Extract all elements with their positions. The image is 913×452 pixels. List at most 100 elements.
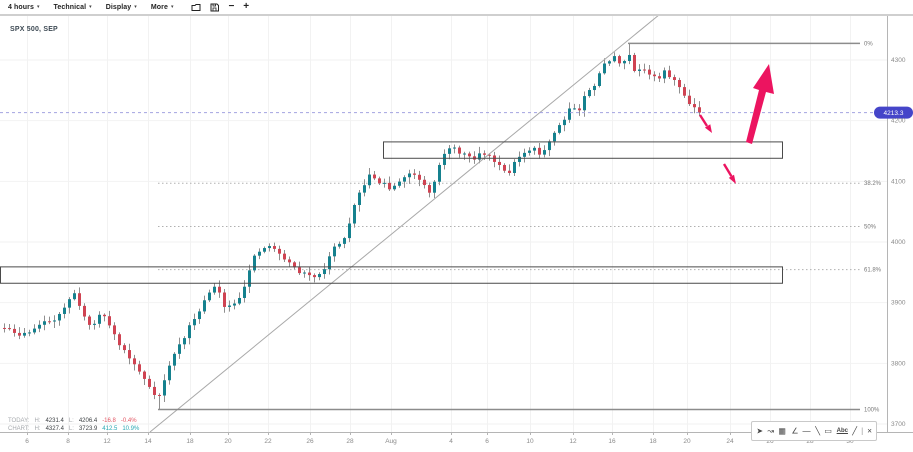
axes-layer[interactable]: [0, 16, 913, 433]
rectangle-tool-icon[interactable]: ▭: [824, 426, 833, 436]
price-tick-label: 3800: [891, 360, 906, 367]
legend-row-today: TODAY: H: 4231.4 L: 4206.4 -16.8 -0.4%: [8, 417, 139, 425]
chevron-down-icon: ▾: [89, 3, 92, 10]
display-menu-label: Display: [105, 3, 132, 11]
up-arrow-drawing: [746, 64, 774, 144]
date-tick-label: 12: [569, 438, 577, 445]
timeframe-menu[interactable]: 4 hours ▾: [8, 4, 40, 11]
trendline-tool-icon[interactable]: ╲: [815, 426, 821, 436]
high-label: H:: [34, 418, 41, 424]
legend-label: CHART:: [8, 426, 30, 432]
date-tick-label: 20: [683, 438, 691, 445]
date-tick-label: 28: [806, 438, 814, 445]
fib-grid-tool-icon[interactable]: ▦: [778, 426, 787, 436]
date-tick-label: 18: [186, 438, 194, 445]
date-tick-label: 16: [608, 438, 616, 445]
line-tool-icon[interactable]: ╱: [851, 426, 857, 436]
date-tick-label: 6: [485, 438, 489, 445]
fib-level-label: 50%: [864, 224, 877, 230]
drawing-toolbar: ➤ ↝ ▦ ∠ — ╲ ▭ Abc ╱ | ×: [751, 421, 877, 441]
technical-menu-label: Technical: [53, 3, 87, 11]
save-icon[interactable]: [210, 3, 220, 12]
low-label: L:: [68, 418, 74, 424]
high-label: H:: [34, 426, 41, 432]
more-menu-label: More: [150, 3, 168, 11]
high-value: 4231.4: [45, 418, 64, 424]
low-value: 3723.9: [78, 426, 98, 432]
arrowhead: [728, 174, 736, 184]
date-tick-label: 22: [264, 438, 272, 445]
last-price-line: 4213.3: [0, 106, 913, 119]
hline-tool-icon[interactable]: —: [802, 426, 811, 436]
last-price-value: 4213.3: [884, 110, 904, 117]
timeframe-menu-label: 4 hours: [8, 3, 34, 11]
zoom-out-icon[interactable]: −: [228, 1, 235, 12]
more-menu[interactable]: More ▾: [151, 4, 174, 11]
axis-labels-layer: 4300 4200 4100 4000 3900 3800 3700 6 8 12 14 18 20 22…: [25, 57, 906, 445]
date-tick-label: Aug: [385, 438, 397, 445]
date-tick-label: 18: [649, 438, 657, 445]
chart-toolbar: 4 hours ▾ Technical ▾ Display ▾ More ▾ −…: [0, 0, 913, 16]
date-tick-label: 14: [144, 438, 152, 445]
change-pct: -0.4%: [120, 418, 137, 424]
chevron-down-icon: ▾: [36, 3, 40, 10]
chart-canvas[interactable]: 0% 38.2% 50% 61.8% 100% 4213.3 4300 4200 4100 400…: [0, 16, 913, 452]
chevron-down-icon: ▾: [170, 3, 174, 10]
arrow-drawings[interactable]: [698, 64, 774, 184]
legend-row-chart: CHART: H: 4327.4 L: 3723.9 412.5 10.9%: [8, 425, 139, 433]
text-tool-icon[interactable]: Abc: [836, 428, 848, 434]
arrowhead: [704, 124, 712, 133]
date-tick-label: 26: [766, 438, 774, 445]
low-value: 4206.4: [78, 418, 98, 424]
date-tick-label: 4: [449, 438, 453, 445]
candles-layer: [3, 43, 701, 410]
export-icon[interactable]: [191, 3, 201, 12]
price-tick-label: 4300: [891, 57, 906, 64]
zoom-in-icon[interactable]: +: [243, 1, 250, 12]
down-arrow-drawing: [698, 114, 709, 127]
symbol-label: SPX 500, SEP: [10, 26, 58, 33]
fibonacci-retracement-drawing[interactable]: 0% 38.2% 50% 61.8% 100%: [158, 41, 882, 414]
price-tick-label: 3700: [891, 421, 906, 428]
high-value: 4327.4: [45, 426, 64, 432]
angle-tool-icon[interactable]: ∠: [791, 426, 799, 436]
date-tick-label: 30: [846, 438, 854, 445]
price-tick-label: 3900: [891, 300, 906, 307]
date-tick-label: 20: [224, 438, 232, 445]
grid-layer: [0, 16, 887, 432]
fibonacci-dotted-layer[interactable]: [158, 182, 860, 271]
fib-level-label: 38.2%: [864, 181, 882, 187]
curve-tool-icon[interactable]: ↝: [767, 426, 775, 436]
pointer-tool-icon[interactable]: ➤: [756, 426, 763, 436]
date-tick-label: 6: [25, 438, 29, 445]
ohlc-legend: TODAY: H: 4231.4 L: 4206.4 -16.8 -0.4% C…: [8, 417, 139, 433]
price-tick-label: 4100: [891, 178, 906, 185]
legend-label: TODAY:: [8, 418, 30, 424]
date-tick-label: 24: [726, 438, 734, 445]
chart-area: 0% 38.2% 50% 61.8% 100% 4213.3 4300 4200 4100 400…: [0, 16, 913, 452]
last-price-badge: [874, 106, 913, 119]
chevron-down-icon: ▾: [134, 3, 137, 10]
change-value: 412.5: [102, 426, 118, 432]
trendline-drawing[interactable]: [149, 16, 665, 433]
low-label: L:: [68, 426, 74, 432]
date-tick-label: 8: [66, 438, 70, 445]
price-tick-label: 4000: [891, 239, 906, 246]
fib-level-label: 0%: [864, 41, 873, 47]
fib-level-label: 100%: [864, 408, 880, 414]
date-tick-label: 28: [346, 438, 354, 445]
technical-menu[interactable]: Technical ▾: [54, 4, 92, 11]
change-value: -16.8: [102, 418, 116, 424]
close-icon[interactable]: ×: [867, 426, 872, 436]
fib-level-label: 61.8%: [864, 268, 882, 274]
down-arrow-drawing: [722, 163, 733, 177]
date-tick-label: 10: [526, 438, 534, 445]
date-tick-label: 12: [103, 438, 111, 445]
toolbar-divider: |: [861, 426, 864, 436]
display-menu[interactable]: Display ▾: [106, 4, 137, 11]
price-tick-label: 4200: [891, 118, 906, 125]
change-pct: 10.9%: [122, 426, 140, 432]
zone-rectangles-drawing[interactable]: [0, 141, 783, 284]
date-tick-label: 26: [306, 438, 314, 445]
